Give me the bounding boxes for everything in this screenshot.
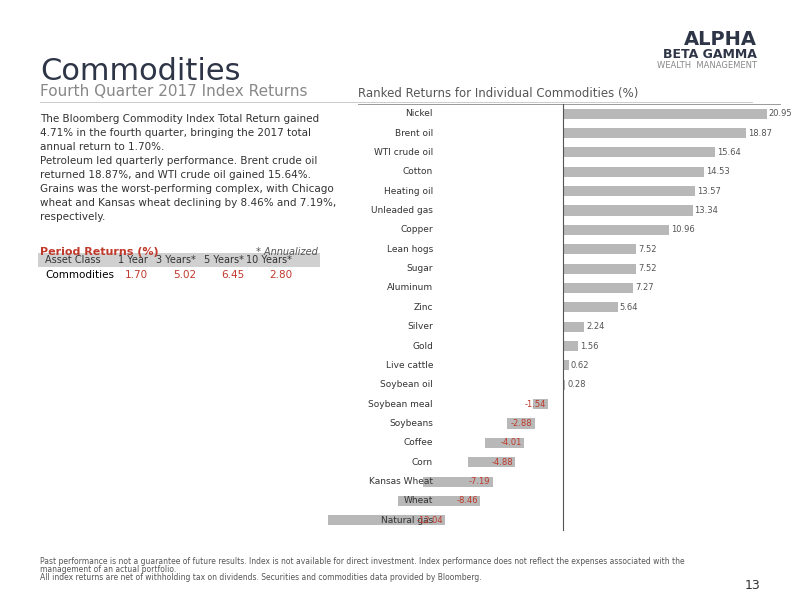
Text: 7.52: 7.52 [638, 264, 657, 273]
Bar [562, 341, 578, 351]
Text: Gold: Gold [412, 341, 433, 351]
Text: Period Returns (%): Period Returns (%) [40, 247, 158, 257]
Text: -4.88: -4.88 [492, 458, 513, 467]
Bar [423, 477, 493, 487]
Text: Lean hogs: Lean hogs [386, 245, 433, 254]
Bar [562, 264, 636, 274]
Text: 2.24: 2.24 [586, 322, 605, 331]
Text: 3 Years*: 3 Years* [156, 255, 196, 265]
Text: Aluminum: Aluminum [386, 283, 433, 293]
Text: Wheat: Wheat [404, 496, 433, 506]
Bar [562, 128, 746, 138]
Bar [485, 438, 524, 448]
Text: Kansas Wheat: Kansas Wheat [369, 477, 433, 486]
Text: 5.64: 5.64 [619, 303, 638, 312]
Bar [562, 360, 569, 370]
Text: Copper: Copper [401, 225, 433, 234]
Text: 10 Years*: 10 Years* [246, 255, 292, 265]
Bar [398, 496, 480, 506]
Text: 18.87: 18.87 [748, 129, 772, 138]
Text: Coffee: Coffee [403, 438, 433, 447]
Text: Fourth Quarter 2017 Index Returns: Fourth Quarter 2017 Index Returns [40, 84, 307, 99]
Text: 10.96: 10.96 [672, 225, 695, 234]
Text: ALPHA: ALPHA [684, 30, 757, 49]
Text: 15.64: 15.64 [717, 148, 741, 157]
Text: -12.04: -12.04 [417, 516, 444, 525]
Text: 0.62: 0.62 [571, 361, 589, 370]
Bar [562, 166, 704, 177]
Text: * Annualized: * Annualized [256, 247, 318, 257]
Text: -2.88: -2.88 [511, 419, 532, 428]
Text: Corn: Corn [412, 458, 433, 467]
Text: Commodities: Commodities [40, 57, 241, 86]
Text: Ranked Returns for Individual Commodities (%): Ranked Returns for Individual Commoditie… [358, 87, 638, 100]
Bar [562, 283, 634, 293]
Text: -8.46: -8.46 [457, 496, 478, 506]
Bar [562, 225, 669, 235]
Text: 13: 13 [744, 579, 760, 592]
Bar [562, 147, 715, 157]
Bar [562, 322, 584, 332]
Text: Live cattle: Live cattle [386, 361, 433, 370]
Text: -7.19: -7.19 [469, 477, 490, 486]
Bar [562, 186, 695, 196]
Text: 0.28: 0.28 [567, 380, 586, 389]
Text: 20.95: 20.95 [769, 109, 792, 118]
Text: Soybean oil: Soybean oil [380, 380, 433, 389]
Text: Heating oil: Heating oil [384, 187, 433, 196]
Text: Soybeans: Soybeans [389, 419, 433, 428]
Text: Silver: Silver [407, 322, 433, 331]
Text: 5.02: 5.02 [173, 270, 196, 280]
Text: The Bloomberg Commodity Index Total Return gained
4.71% in the fourth quarter, b: The Bloomberg Commodity Index Total Retu… [40, 114, 319, 152]
Text: 6.45: 6.45 [221, 270, 244, 280]
Text: Cotton: Cotton [403, 167, 433, 176]
Text: Sugar: Sugar [406, 264, 433, 273]
Text: -1.54: -1.54 [524, 400, 546, 409]
Text: -4.01: -4.01 [501, 438, 522, 447]
Text: 14.53: 14.53 [706, 167, 730, 176]
Text: management of an actual portfolio.: management of an actual portfolio. [40, 565, 177, 574]
Bar [532, 399, 547, 409]
Text: Soybean meal: Soybean meal [368, 400, 433, 409]
Text: 1.56: 1.56 [580, 341, 598, 351]
Text: WEALTH  MANAGEMENT: WEALTH MANAGEMENT [657, 61, 757, 70]
Text: 2.80: 2.80 [268, 270, 292, 280]
Bar [562, 206, 692, 215]
Text: All index returns are net of withholding tax on dividends. Securities and commod: All index returns are net of withholding… [40, 573, 482, 582]
Text: 7.52: 7.52 [638, 245, 657, 254]
Text: 13.57: 13.57 [697, 187, 721, 196]
Text: 7.27: 7.27 [635, 283, 654, 293]
Text: BETA GAMMA: BETA GAMMA [663, 48, 757, 61]
Text: 1 Year: 1 Year [118, 255, 148, 265]
Text: Natural gas: Natural gas [381, 516, 433, 525]
Text: 1.70: 1.70 [125, 270, 148, 280]
Text: Brent oil: Brent oil [394, 129, 433, 138]
Bar [467, 457, 515, 467]
Bar [562, 379, 565, 390]
Bar [328, 515, 445, 525]
Text: Zinc: Zinc [413, 303, 433, 312]
Text: Commodities: Commodities [45, 270, 114, 280]
Bar [562, 244, 636, 254]
Text: WTI crude oil: WTI crude oil [374, 148, 433, 157]
Bar [562, 302, 618, 312]
Bar [38, 253, 320, 267]
Text: 13.34: 13.34 [695, 206, 718, 215]
Text: Nickel: Nickel [406, 109, 433, 118]
Text: Unleaded gas: Unleaded gas [371, 206, 433, 215]
Bar [507, 419, 535, 428]
Text: 5 Years*: 5 Years* [204, 255, 244, 265]
Text: Petroleum led quarterly performance. Brent crude oil
returned 18.87%, and WTI cr: Petroleum led quarterly performance. Bre… [40, 156, 337, 222]
Bar [562, 109, 767, 119]
Text: Past performance is not a guarantee of future results. Index is not available fo: Past performance is not a guarantee of f… [40, 557, 684, 566]
Text: Asset Class: Asset Class [45, 255, 101, 265]
